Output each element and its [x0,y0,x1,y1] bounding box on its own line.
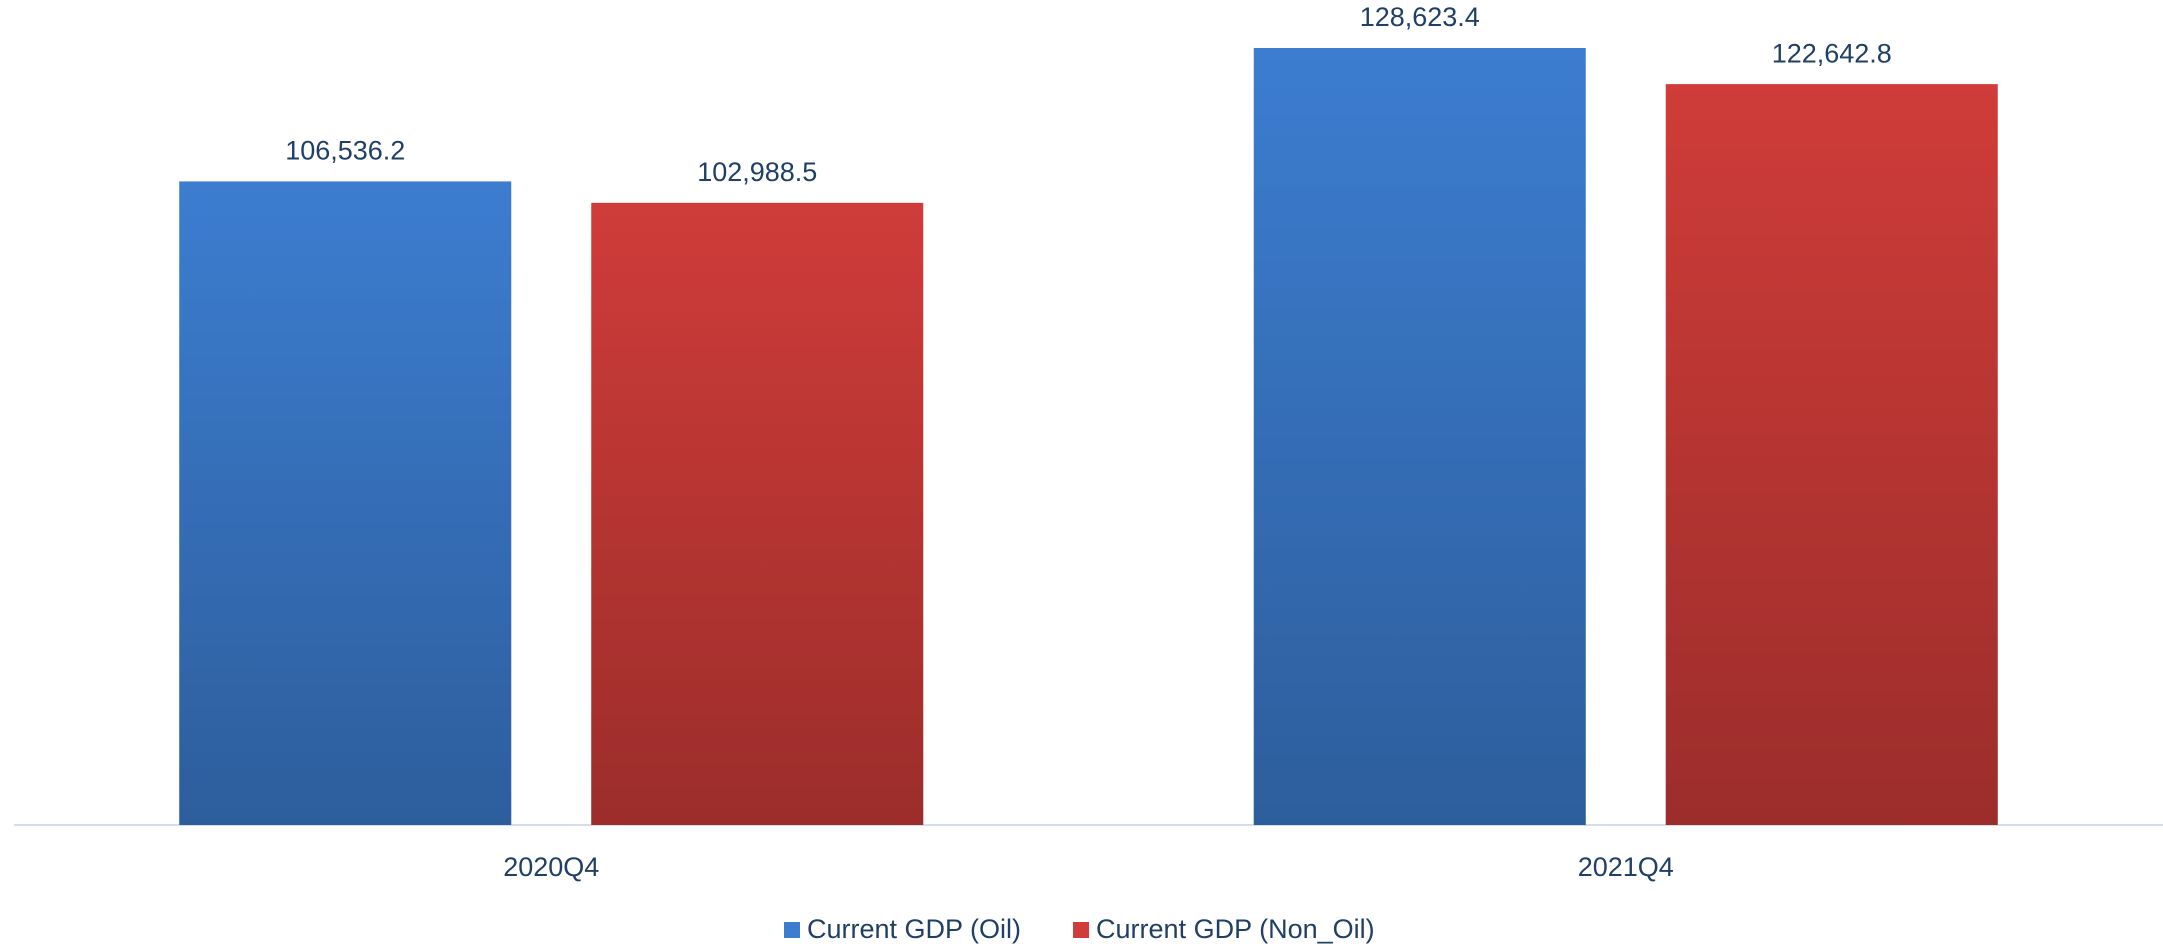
x-tick-label: 2021Q4 [1578,852,1674,882]
bar [1665,84,1998,825]
legend-swatch [784,922,800,938]
legend-label: Current GDP (Oil) [807,914,1021,944]
data-label: 122,642.8 [1772,38,1892,68]
legend-label: Current GDP (Non_Oil) [1096,914,1375,944]
bar [179,181,512,825]
legend-swatch [1073,922,1090,938]
data-label: 106,536.2 [285,136,405,166]
data-label: 102,988.5 [697,157,817,187]
bar [591,202,924,825]
bar [1253,48,1586,825]
data-label: 128,623.4 [1360,2,1480,32]
x-tick-label: 2020Q4 [503,852,599,882]
